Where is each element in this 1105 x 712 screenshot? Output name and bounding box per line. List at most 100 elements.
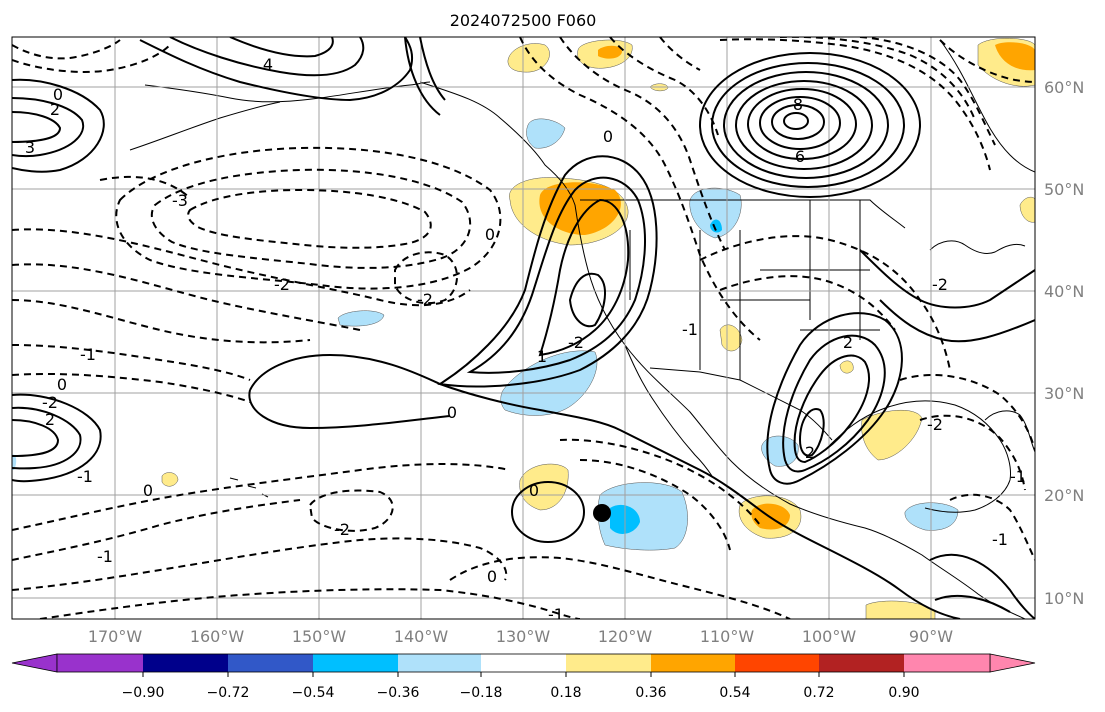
contour-positive [12,78,105,173]
position-marker [593,504,611,522]
contour-positive [766,312,903,485]
latitude-labels: 60°N 50°N 40°N 30°N 20°N 10°N [1044,78,1084,608]
contour-label: 2 [45,410,55,429]
contour-positive [229,37,334,58]
lon-label: 170°W [88,627,143,646]
colorbar: −0.90 −0.72 −0.54 −0.36 −0.18 0.18 0.36 … [11,653,1036,701]
contour-positive [437,155,658,388]
state-borders [629,200,880,380]
colorbar-tick-label: 0.18 [550,685,581,701]
contour-negative [719,275,896,331]
lon-label: 120°W [598,627,653,646]
lon-label: 160°W [190,627,245,646]
contour-negative [939,39,1035,83]
contour-positive [139,37,414,102]
shade-negative-region [761,435,799,467]
contour-negative [12,299,311,344]
contour-label: 0 [57,375,67,394]
contour-positive [735,80,873,170]
colorbar-segment [143,654,229,672]
lon-label: 140°W [394,627,449,646]
colorbar-high-extension [989,653,1036,673]
contour-negative [12,39,121,60]
contour-positive [12,97,85,158]
colorbar-tick-label: 0.90 [888,685,919,701]
contour-negative [12,44,171,73]
colorbar-frame [56,653,991,673]
contour-positive [711,62,905,188]
contour-label: -3 [172,191,188,210]
contour-label: -2 [274,275,290,294]
contour-positive [12,393,102,483]
shade-positive-region [519,463,569,511]
coastline-baja [624,344,713,477]
contour-positive [934,594,1011,613]
contour-negative [12,228,471,307]
shade-negative-region [337,310,385,327]
contour-label: 0 [447,403,457,422]
contour-negative [919,414,1026,491]
contour-positive [568,272,606,328]
contour-label: 0 [53,85,63,104]
contour-negative [559,37,726,251]
coastline-alaska-peninsula [129,101,281,151]
contour-label: 2 [50,100,60,119]
contour-label: 2 [805,443,815,462]
contour-positive [466,176,646,374]
contour-label: -2 [417,290,433,309]
contour-positive [723,71,889,179]
contour-positive [249,353,961,619]
contour-label: 0 [143,481,153,500]
lon-label: 130°W [496,627,551,646]
contour-negative [99,175,191,199]
contour-label: -2 [42,393,58,412]
contour-label: -1 [682,320,698,339]
shade-positive-region [507,43,550,73]
lon-label: 100°W [802,627,857,646]
shade-positive-region [865,600,936,619]
contour-positive [404,37,441,116]
colorbar-ticks [142,672,905,677]
colorbar-tick-label: 0.36 [635,685,666,701]
contour-positive [859,249,1035,309]
contour-label: -2 [932,275,948,294]
contour-label: -2 [568,333,584,352]
contour-label: 8 [793,95,803,114]
colorbar-tick-label: −0.72 [207,685,250,701]
lat-label: 50°N [1044,180,1084,199]
colorbar-tick-label: −0.90 [122,685,165,701]
contour-negative [559,438,761,526]
colorbar-tick-label: −0.36 [377,685,420,701]
contour-label: 0 [529,481,539,500]
contour-negative [609,37,719,136]
contour-negative [150,168,472,269]
shade-negative-region [500,350,598,416]
contour-negative [12,372,251,403]
colorbar-segment [904,654,990,672]
contour-negative [187,188,432,249]
shade-negative-region [12,454,17,470]
contour-positive [511,481,585,543]
positive-contours [12,37,1035,619]
colorbar-segment [57,654,144,672]
shade-positive-region [161,472,179,487]
lon-label: 150°W [292,627,347,646]
contour-positive [169,37,365,77]
contour-negative [39,588,581,619]
contour-positive [538,198,630,357]
contour-label: 3 [25,138,35,157]
contour-negative [12,463,511,531]
contour-positive [771,104,825,140]
contour-negative [12,537,508,591]
coastline-hudson [939,39,1035,173]
contour-positive [782,334,886,473]
contour-negative [780,37,976,121]
lat-label: 30°N [1044,384,1084,403]
colorbar-tick-label: 0.72 [803,685,834,701]
contour-label: 4 [263,55,273,74]
lon-label: 110°W [700,627,755,646]
contour-positive [747,88,857,160]
contour-negative [659,37,701,71]
contour-positive [798,408,825,457]
colorbar-tick-label: −0.54 [292,685,335,701]
